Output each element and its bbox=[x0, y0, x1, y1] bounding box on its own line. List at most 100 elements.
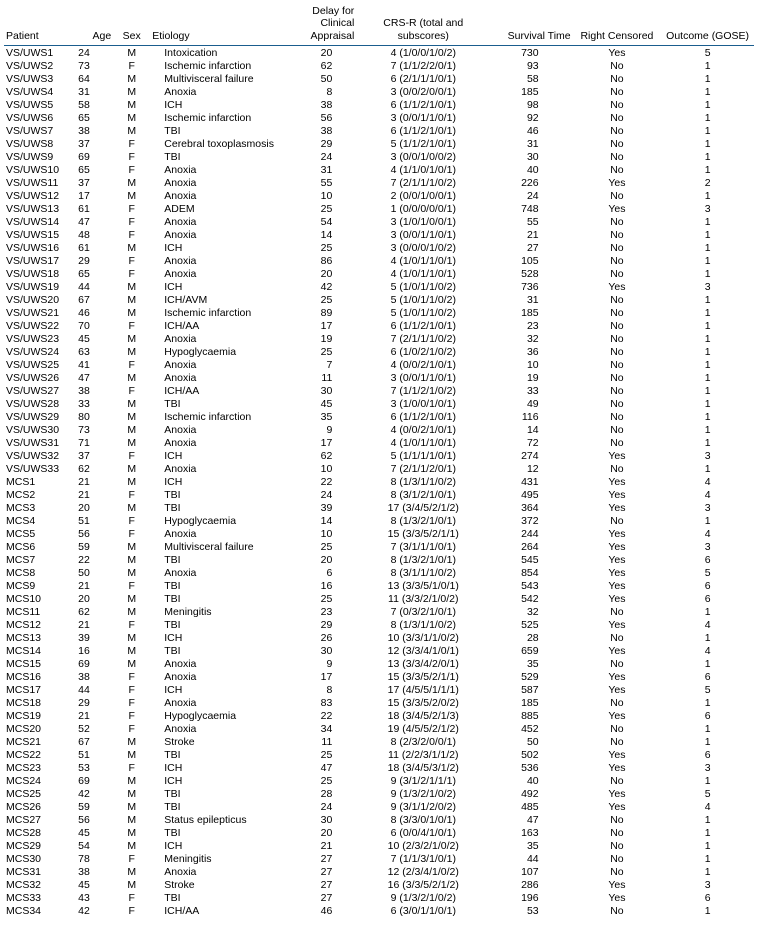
cell-sex: F bbox=[113, 683, 150, 696]
table-row: VS/UWS2541FAnoxia74 (0/0/2/1/0/1)10No1 bbox=[4, 358, 754, 371]
cell-crsr: 6 (3/0/1/1/0/1) bbox=[356, 904, 490, 917]
cell-etiology: Ischemic infarction bbox=[150, 59, 284, 72]
cell-etiology: ICH bbox=[150, 280, 284, 293]
cell-patient: MCS22 bbox=[4, 748, 76, 761]
cell-gose: 1 bbox=[661, 111, 754, 124]
cell-etiology: Anoxia bbox=[150, 332, 284, 345]
cell-survival: 36 bbox=[490, 345, 572, 358]
cell-etiology: Anoxia bbox=[150, 163, 284, 176]
cell-crsr: 13 (3/3/4/2/0/1) bbox=[356, 657, 490, 670]
cell-delay: 30 bbox=[284, 644, 356, 657]
cell-gose: 1 bbox=[661, 72, 754, 85]
cell-censored: No bbox=[573, 59, 662, 72]
cell-patient: MCS8 bbox=[4, 566, 76, 579]
cell-survival: 12 bbox=[490, 462, 572, 475]
table-row: MCS3078FMeningitis277 (1/1/3/1/0/1)44No1 bbox=[4, 852, 754, 865]
cell-etiology: Status epilepticus bbox=[150, 813, 284, 826]
cell-etiology: Anoxia bbox=[150, 462, 284, 475]
cell-crsr: 10 (3/3/1/1/0/2) bbox=[356, 631, 490, 644]
cell-gose: 6 bbox=[661, 891, 754, 904]
cell-delay: 29 bbox=[284, 137, 356, 150]
cell-gose: 1 bbox=[661, 215, 754, 228]
cell-sex: M bbox=[113, 475, 150, 488]
cell-age: 65 bbox=[76, 163, 113, 176]
cell-etiology: TBI bbox=[150, 748, 284, 761]
cell-patient: MCS19 bbox=[4, 709, 76, 722]
cell-crsr: 15 (3/3/5/2/0/2) bbox=[356, 696, 490, 709]
cell-sex: F bbox=[113, 514, 150, 527]
cell-sex: M bbox=[113, 410, 150, 423]
cell-sex: M bbox=[113, 735, 150, 748]
cell-gose: 5 bbox=[661, 566, 754, 579]
cell-gose: 1 bbox=[661, 605, 754, 618]
table-row: VS/UWS2647MAnoxia113 (0/0/1/1/0/1)19No1 bbox=[4, 371, 754, 384]
cell-sex: M bbox=[113, 345, 150, 358]
cell-age: 65 bbox=[76, 111, 113, 124]
cell-delay: 22 bbox=[284, 709, 356, 722]
cell-etiology: Multivisceral failure bbox=[150, 540, 284, 553]
cell-censored: No bbox=[573, 774, 662, 787]
cell-gose: 1 bbox=[661, 137, 754, 150]
cell-survival: 98 bbox=[490, 98, 572, 111]
cell-sex: M bbox=[113, 605, 150, 618]
cell-delay: 19 bbox=[284, 332, 356, 345]
cell-censored: Yes bbox=[573, 748, 662, 761]
cell-gose: 1 bbox=[661, 436, 754, 449]
cell-etiology: Intoxication bbox=[150, 46, 284, 60]
cell-crsr: 15 (3/3/5/2/1/1) bbox=[356, 527, 490, 540]
cell-delay: 27 bbox=[284, 891, 356, 904]
cell-censored: Yes bbox=[573, 176, 662, 189]
cell-sex: M bbox=[113, 306, 150, 319]
cell-gose: 1 bbox=[661, 293, 754, 306]
cell-sex: F bbox=[113, 904, 150, 917]
col-header-patient: Patient bbox=[4, 4, 76, 46]
cell-delay: 62 bbox=[284, 59, 356, 72]
table-body: VS/UWS124MIntoxication204 (1/0/0/1/0/2)7… bbox=[4, 46, 754, 918]
cell-age: 42 bbox=[76, 904, 113, 917]
cell-age: 67 bbox=[76, 735, 113, 748]
cell-patient: MCS21 bbox=[4, 735, 76, 748]
cell-delay: 38 bbox=[284, 124, 356, 137]
cell-etiology: ICH bbox=[150, 774, 284, 787]
cell-sex: M bbox=[113, 813, 150, 826]
cell-age: 52 bbox=[76, 722, 113, 735]
cell-gose: 1 bbox=[661, 241, 754, 254]
cell-patient: VS/UWS26 bbox=[4, 371, 76, 384]
cell-crsr: 1 (0/0/0/0/0/1) bbox=[356, 202, 490, 215]
cell-survival: 40 bbox=[490, 163, 572, 176]
cell-sex: F bbox=[113, 579, 150, 592]
table-row: MCS556FAnoxia1015 (3/3/5/2/1/1)244Yes4 bbox=[4, 527, 754, 540]
col-header-censored: Right Censored bbox=[573, 4, 662, 46]
cell-delay: 34 bbox=[284, 722, 356, 735]
cell-patient: VS/UWS25 bbox=[4, 358, 76, 371]
table-row: MCS1921FHypoglycaemia2218 (3/4/5/2/1/3)8… bbox=[4, 709, 754, 722]
cell-gose: 3 bbox=[661, 878, 754, 891]
cell-survival: 730 bbox=[490, 46, 572, 60]
cell-survival: 10 bbox=[490, 358, 572, 371]
cell-age: 44 bbox=[76, 280, 113, 293]
table-row: MCS1162MMeningitis237 (0/3/2/1/0/1)32No1 bbox=[4, 605, 754, 618]
cell-patient: MCS33 bbox=[4, 891, 76, 904]
cell-patient: MCS27 bbox=[4, 813, 76, 826]
table-row: MCS2845MTBI206 (0/0/4/1/0/1)163No1 bbox=[4, 826, 754, 839]
cell-survival: 185 bbox=[490, 696, 572, 709]
cell-crsr: 9 (1/3/2/1/0/2) bbox=[356, 891, 490, 904]
cell-patient: VS/UWS33 bbox=[4, 462, 76, 475]
cell-delay: 54 bbox=[284, 215, 356, 228]
cell-delay: 20 bbox=[284, 46, 356, 60]
cell-delay: 25 bbox=[284, 748, 356, 761]
cell-gose: 1 bbox=[661, 657, 754, 670]
cell-delay: 14 bbox=[284, 228, 356, 241]
cell-age: 21 bbox=[76, 488, 113, 501]
cell-crsr: 7 (2/1/1/2/0/1) bbox=[356, 462, 490, 475]
cell-gose: 4 bbox=[661, 488, 754, 501]
cell-patient: VS/UWS32 bbox=[4, 449, 76, 462]
cell-patient: VS/UWS12 bbox=[4, 189, 76, 202]
cell-delay: 55 bbox=[284, 176, 356, 189]
cell-survival: 24 bbox=[490, 189, 572, 202]
cell-age: 51 bbox=[76, 748, 113, 761]
table-row: VS/UWS1729FAnoxia864 (1/0/1/1/0/1)105No1 bbox=[4, 254, 754, 267]
cell-etiology: Cerebral toxoplasmosis bbox=[150, 137, 284, 150]
table-row: MCS1416MTBI3012 (3/3/4/1/0/1)659Yes4 bbox=[4, 644, 754, 657]
table-row: MCS320MTBI3917 (3/4/5/2/1/2)364Yes3 bbox=[4, 501, 754, 514]
